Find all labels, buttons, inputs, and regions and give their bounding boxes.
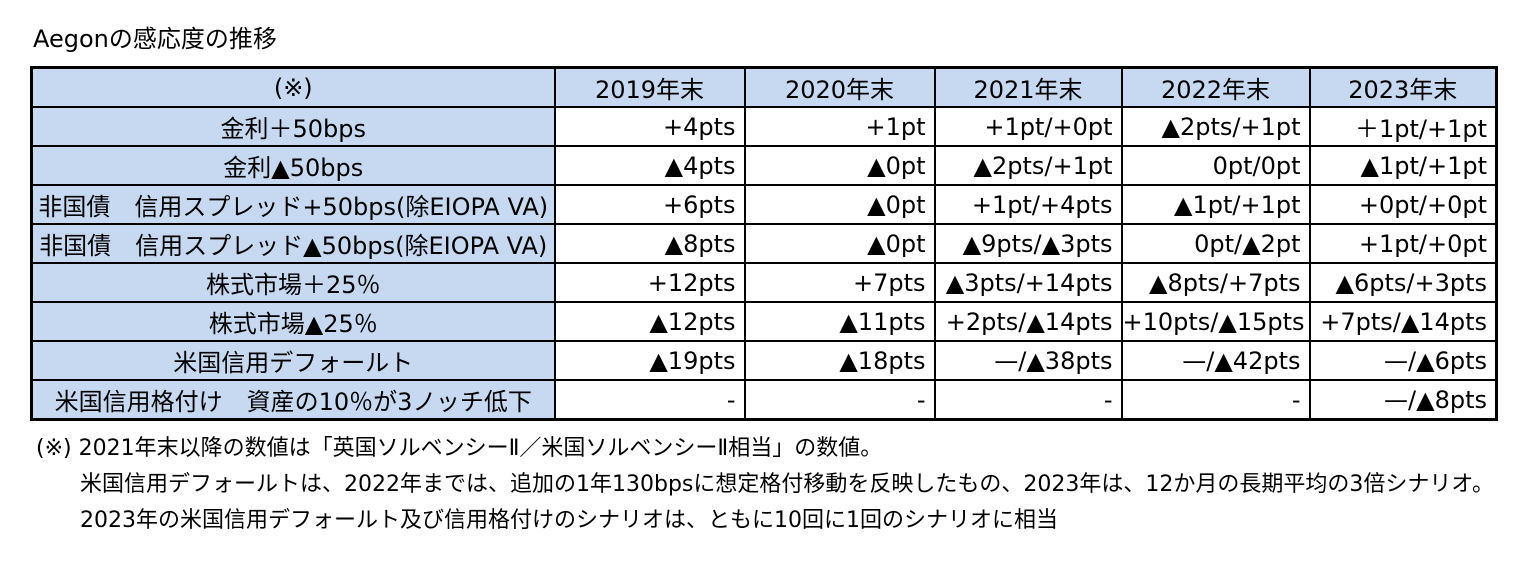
col-header-2021: 2021年末 (933, 66, 1123, 108)
table-cell: ▲0pt (743, 223, 936, 264)
table-cell: - (743, 379, 936, 421)
footnotes: (※) 2021年末以降の数値は「英国ソルベンシーⅡ／米国ソルベンシーⅡ相当」の… (36, 431, 1494, 539)
row-label: 株式市場▲25％ (30, 301, 556, 342)
footnote-line-1: (※) 2021年末以降の数値は「英国ソルベンシーⅡ／米国ソルベンシーⅡ相当」の… (36, 436, 883, 461)
table-cell: —/▲42pts (1120, 340, 1311, 381)
table-cell: ▲0pt (743, 184, 936, 225)
sensitivity-table: (※) 2019年末 2020年末 2021年末 2022年末 2023年末 金… (30, 66, 1498, 421)
table-row: 米国信用デフォールト ▲19pts ▲18pts —/▲38pts —/▲42p… (30, 340, 1498, 381)
table-row: 金利▲50bps ▲4pts ▲0pt ▲2pts/+1pt 0pt/0pt ▲… (30, 145, 1498, 186)
row-label: 非国債 信用スプレッド▲50bps(除EIOPA VA) (30, 223, 556, 264)
table-cell: +12pts (553, 262, 746, 303)
table-cell: ▲0pt (743, 145, 936, 186)
table-cell: ▲4pts (553, 145, 746, 186)
col-header-2019: 2019年末 (553, 66, 746, 108)
table-cell: +10pts/▲15pts (1120, 301, 1311, 342)
table-cell: +2pts/▲14pts (933, 301, 1123, 342)
table-cell: - (933, 379, 1123, 421)
table-cell: ▲3pts/+14pts (933, 262, 1123, 303)
table-cell: ▲8pts (553, 223, 746, 264)
table-cell: ▲2pts/+1pt (933, 145, 1123, 186)
table-cell: +7pts/▲14pts (1308, 301, 1498, 342)
table-cell: +4pts (553, 106, 746, 147)
table-cell: ▲6pts/+3pts (1308, 262, 1498, 303)
table-cell: ▲2pts/+1pt (1120, 106, 1311, 147)
row-label: 米国信用デフォールト (30, 340, 556, 381)
table-cell: +1pt/+0pt (1308, 223, 1498, 264)
table-cell: 0pt/0pt (1120, 145, 1311, 186)
table-row: 非国債 信用スプレッド▲50bps(除EIOPA VA) ▲8pts ▲0pt … (30, 223, 1498, 264)
table-cell: —/▲6pts (1308, 340, 1498, 381)
table-row: 非国債 信用スプレッド+50bps(除EIOPA VA) +6pts ▲0pt … (30, 184, 1498, 225)
row-label: 株式市場＋25％ (30, 262, 556, 303)
table-row: 米国信用格付け 資産の10％が3ノッチ低下 - - - - —/▲8pts (30, 379, 1498, 421)
table-cell: ▲19pts (553, 340, 746, 381)
table-cell: —/▲38pts (933, 340, 1123, 381)
row-label: 非国債 信用スプレッド+50bps(除EIOPA VA) (30, 184, 556, 225)
row-label: 金利▲50bps (30, 145, 556, 186)
footnote-line-3: 2023年の米国信用デフォールト及び信用格付けのシナリオは、ともに10回に1回の… (80, 508, 1058, 533)
table-cell: +7pts (743, 262, 936, 303)
footnote-line-2: 米国信用デフォールトは、2022年までは、追加の1年130bpsに想定格付移動を… (80, 472, 1495, 497)
table-cell: ▲12pts (553, 301, 746, 342)
row-label: 金利＋50bps (30, 106, 556, 147)
table-cell: ▲11pts (743, 301, 936, 342)
table-cell: ▲18pts (743, 340, 936, 381)
table-cell: +0pt/+0pt (1308, 184, 1498, 225)
table-row: 株式市場＋25％ +12pts +7pts ▲3pts/+14pts ▲8pts… (30, 262, 1498, 303)
col-header-2023: 2023年末 (1308, 66, 1498, 108)
table-cell: +1pt/+0pt (933, 106, 1123, 147)
table-cell: ▲1pt/+1pt (1120, 184, 1311, 225)
row-label: 米国信用格付け 資産の10％が3ノッチ低下 (30, 379, 556, 421)
table-row: 金利＋50bps +4pts +1pt +1pt/+0pt ▲2pts/+1pt… (30, 106, 1498, 147)
page-title: Aegonの感応度の推移 (33, 25, 277, 53)
table-cell: ▲1pt/+1pt (1308, 145, 1498, 186)
table-cell: 0pt/▲2pt (1120, 223, 1311, 264)
table-row: 株式市場▲25％ ▲12pts ▲11pts +2pts/▲14pts +10p… (30, 301, 1498, 342)
table-cell: +1pt (743, 106, 936, 147)
table-cell: —/▲8pts (1308, 379, 1498, 421)
corner-header: (※) (30, 66, 556, 108)
table-cell: ▲9pts/▲3pts (933, 223, 1123, 264)
col-header-2020: 2020年末 (743, 66, 936, 108)
table-cell: - (553, 379, 746, 421)
table-cell: ▲8pts/+7pts (1120, 262, 1311, 303)
col-header-2022: 2022年末 (1120, 66, 1311, 108)
table-cell: ＋1pt/+1pt (1308, 106, 1498, 147)
table-cell: - (1120, 379, 1311, 421)
header-row: (※) 2019年末 2020年末 2021年末 2022年末 2023年末 (30, 66, 1498, 108)
table-cell: +1pt/+4pts (933, 184, 1123, 225)
table-cell: +6pts (553, 184, 746, 225)
